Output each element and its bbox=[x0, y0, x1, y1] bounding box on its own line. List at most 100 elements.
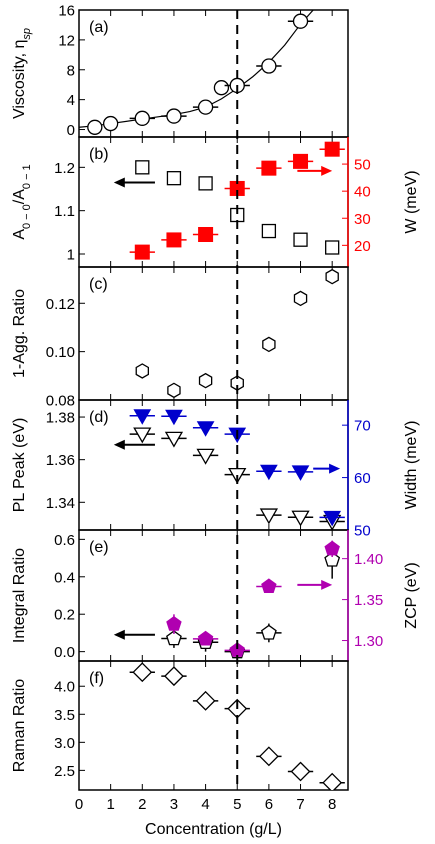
data-point bbox=[164, 666, 184, 687]
panel-a: 0 4 8 12 16 Viscosity, ηsp (a) bbox=[11, 3, 349, 139]
y-tick-label: 4.0 bbox=[54, 679, 75, 696]
data-point bbox=[102, 115, 119, 132]
data-point bbox=[261, 58, 277, 74]
panel-b: 1 1.1 1.2 20 30 40 50 W (meV) A0 − 0/A0 − 1 (b) bbox=[11, 136, 420, 268]
right-y-tick-label: 1.35 bbox=[354, 592, 383, 609]
x-tick-label: 1 bbox=[106, 796, 114, 813]
panel-label: (d) bbox=[89, 409, 109, 426]
data-point bbox=[198, 372, 213, 389]
arrow-right-head bbox=[321, 165, 333, 176]
right-y-tick-label: 70 bbox=[354, 418, 371, 435]
data-point bbox=[324, 141, 340, 157]
x-axis-label: Concentration (g/L) bbox=[145, 821, 282, 838]
panel-label: (b) bbox=[89, 146, 109, 163]
x-tick-label: 6 bbox=[265, 796, 273, 813]
data-layer bbox=[129, 141, 345, 260]
y-tick-label: 1.2 bbox=[54, 160, 75, 177]
data-point bbox=[293, 290, 308, 307]
plot-frame bbox=[78, 266, 349, 401]
data-point bbox=[135, 160, 150, 175]
data-point bbox=[166, 616, 182, 631]
right-y-tick-label: 50 bbox=[354, 157, 371, 174]
right-y-tick-label: 1.30 bbox=[354, 633, 383, 650]
y-tick-label: 8 bbox=[67, 62, 75, 79]
data-point bbox=[87, 119, 103, 135]
data-point bbox=[291, 465, 310, 481]
data-point bbox=[260, 624, 277, 640]
panel-e: 0.0 0.2 0.4 0.6 1.30 1.35 1.40 ZCP (eV) Integral… bbox=[11, 529, 420, 662]
arrow-left-head bbox=[113, 439, 125, 450]
data-layer bbox=[129, 409, 345, 530]
data-point bbox=[291, 510, 310, 527]
data-point bbox=[324, 551, 341, 567]
y-axis-label: PL Peak (eV) bbox=[11, 418, 28, 513]
y-tick-label: 1.38 bbox=[46, 410, 75, 427]
y-tick-label: 1.36 bbox=[46, 452, 75, 469]
x-tick-label: 3 bbox=[170, 796, 178, 813]
right-y-tick-label: 1.40 bbox=[354, 551, 383, 568]
y-tick-label: 0.0 bbox=[54, 644, 75, 661]
data-point bbox=[195, 690, 216, 711]
data-point bbox=[166, 171, 182, 186]
data-point bbox=[258, 746, 279, 767]
x-tick-label: 0 bbox=[75, 796, 83, 813]
arrow-left-head bbox=[113, 177, 125, 188]
data-point bbox=[292, 13, 309, 29]
y-tick-label: 12 bbox=[58, 32, 75, 49]
y-tick-label: 0.08 bbox=[46, 393, 75, 410]
data-point bbox=[261, 160, 277, 176]
data-point bbox=[166, 630, 182, 646]
data-point bbox=[324, 540, 340, 556]
x-tick-label: 4 bbox=[201, 796, 209, 813]
y-tick-label: 0.10 bbox=[46, 344, 75, 361]
data-point bbox=[135, 363, 150, 379]
x-tick-label: 7 bbox=[296, 796, 304, 813]
y-axis-label: Integral Ratio bbox=[11, 548, 28, 643]
y-tick-label: 3.5 bbox=[54, 707, 75, 724]
data-point bbox=[261, 578, 277, 594]
data-point bbox=[259, 508, 279, 525]
data-point bbox=[133, 427, 152, 444]
panel-f: 2.5 3.0 3.5 4.0 Raman Ratio (f) 0 1 2 3 4 5 6 7 8 bbox=[11, 660, 349, 813]
right-y-axis-label: Width (meV) bbox=[403, 421, 420, 510]
data-point bbox=[134, 110, 150, 126]
data-point bbox=[198, 176, 213, 191]
right-y-tick-label: 40 bbox=[354, 184, 371, 201]
data-layer bbox=[129, 662, 345, 790]
data-point bbox=[322, 772, 343, 790]
arrow-right-head bbox=[329, 463, 341, 474]
data-layer bbox=[135, 268, 339, 399]
fit-curve bbox=[79, 10, 314, 128]
y-tick-label: 3.0 bbox=[54, 735, 75, 752]
data-point bbox=[165, 409, 183, 426]
y-tick-label: 4 bbox=[67, 92, 75, 109]
y-tick-label: 1.34 bbox=[46, 495, 75, 512]
data-point bbox=[290, 761, 311, 782]
data-point bbox=[134, 244, 150, 260]
y-tick-label: 1.1 bbox=[54, 203, 75, 220]
plot-frame bbox=[78, 399, 349, 531]
y-tick-label: 0.6 bbox=[54, 532, 75, 549]
data-point bbox=[260, 464, 278, 481]
x-tick-label: 2 bbox=[138, 796, 146, 813]
data-point bbox=[293, 232, 308, 247]
data-point bbox=[196, 421, 215, 437]
y-axis-label: Raman Ratio bbox=[11, 679, 28, 772]
y-tick-label: 0 bbox=[67, 122, 75, 139]
data-point bbox=[132, 662, 153, 683]
data-point bbox=[197, 630, 214, 646]
data-point bbox=[293, 153, 309, 169]
data-point bbox=[198, 227, 214, 242]
data-point bbox=[262, 336, 276, 353]
plot-frame bbox=[78, 9, 349, 138]
y-tick-label: 1 bbox=[67, 247, 75, 264]
right-y-tick-label: 30 bbox=[354, 211, 371, 228]
panel-label: (a) bbox=[89, 19, 109, 36]
data-point bbox=[325, 240, 340, 255]
data-point bbox=[164, 431, 184, 448]
panel-label: (e) bbox=[89, 539, 109, 556]
data-layer bbox=[161, 540, 341, 661]
right-y-tick-label: 20 bbox=[354, 238, 371, 255]
y-tick-label: 0.12 bbox=[46, 296, 75, 313]
data-point bbox=[325, 268, 339, 285]
